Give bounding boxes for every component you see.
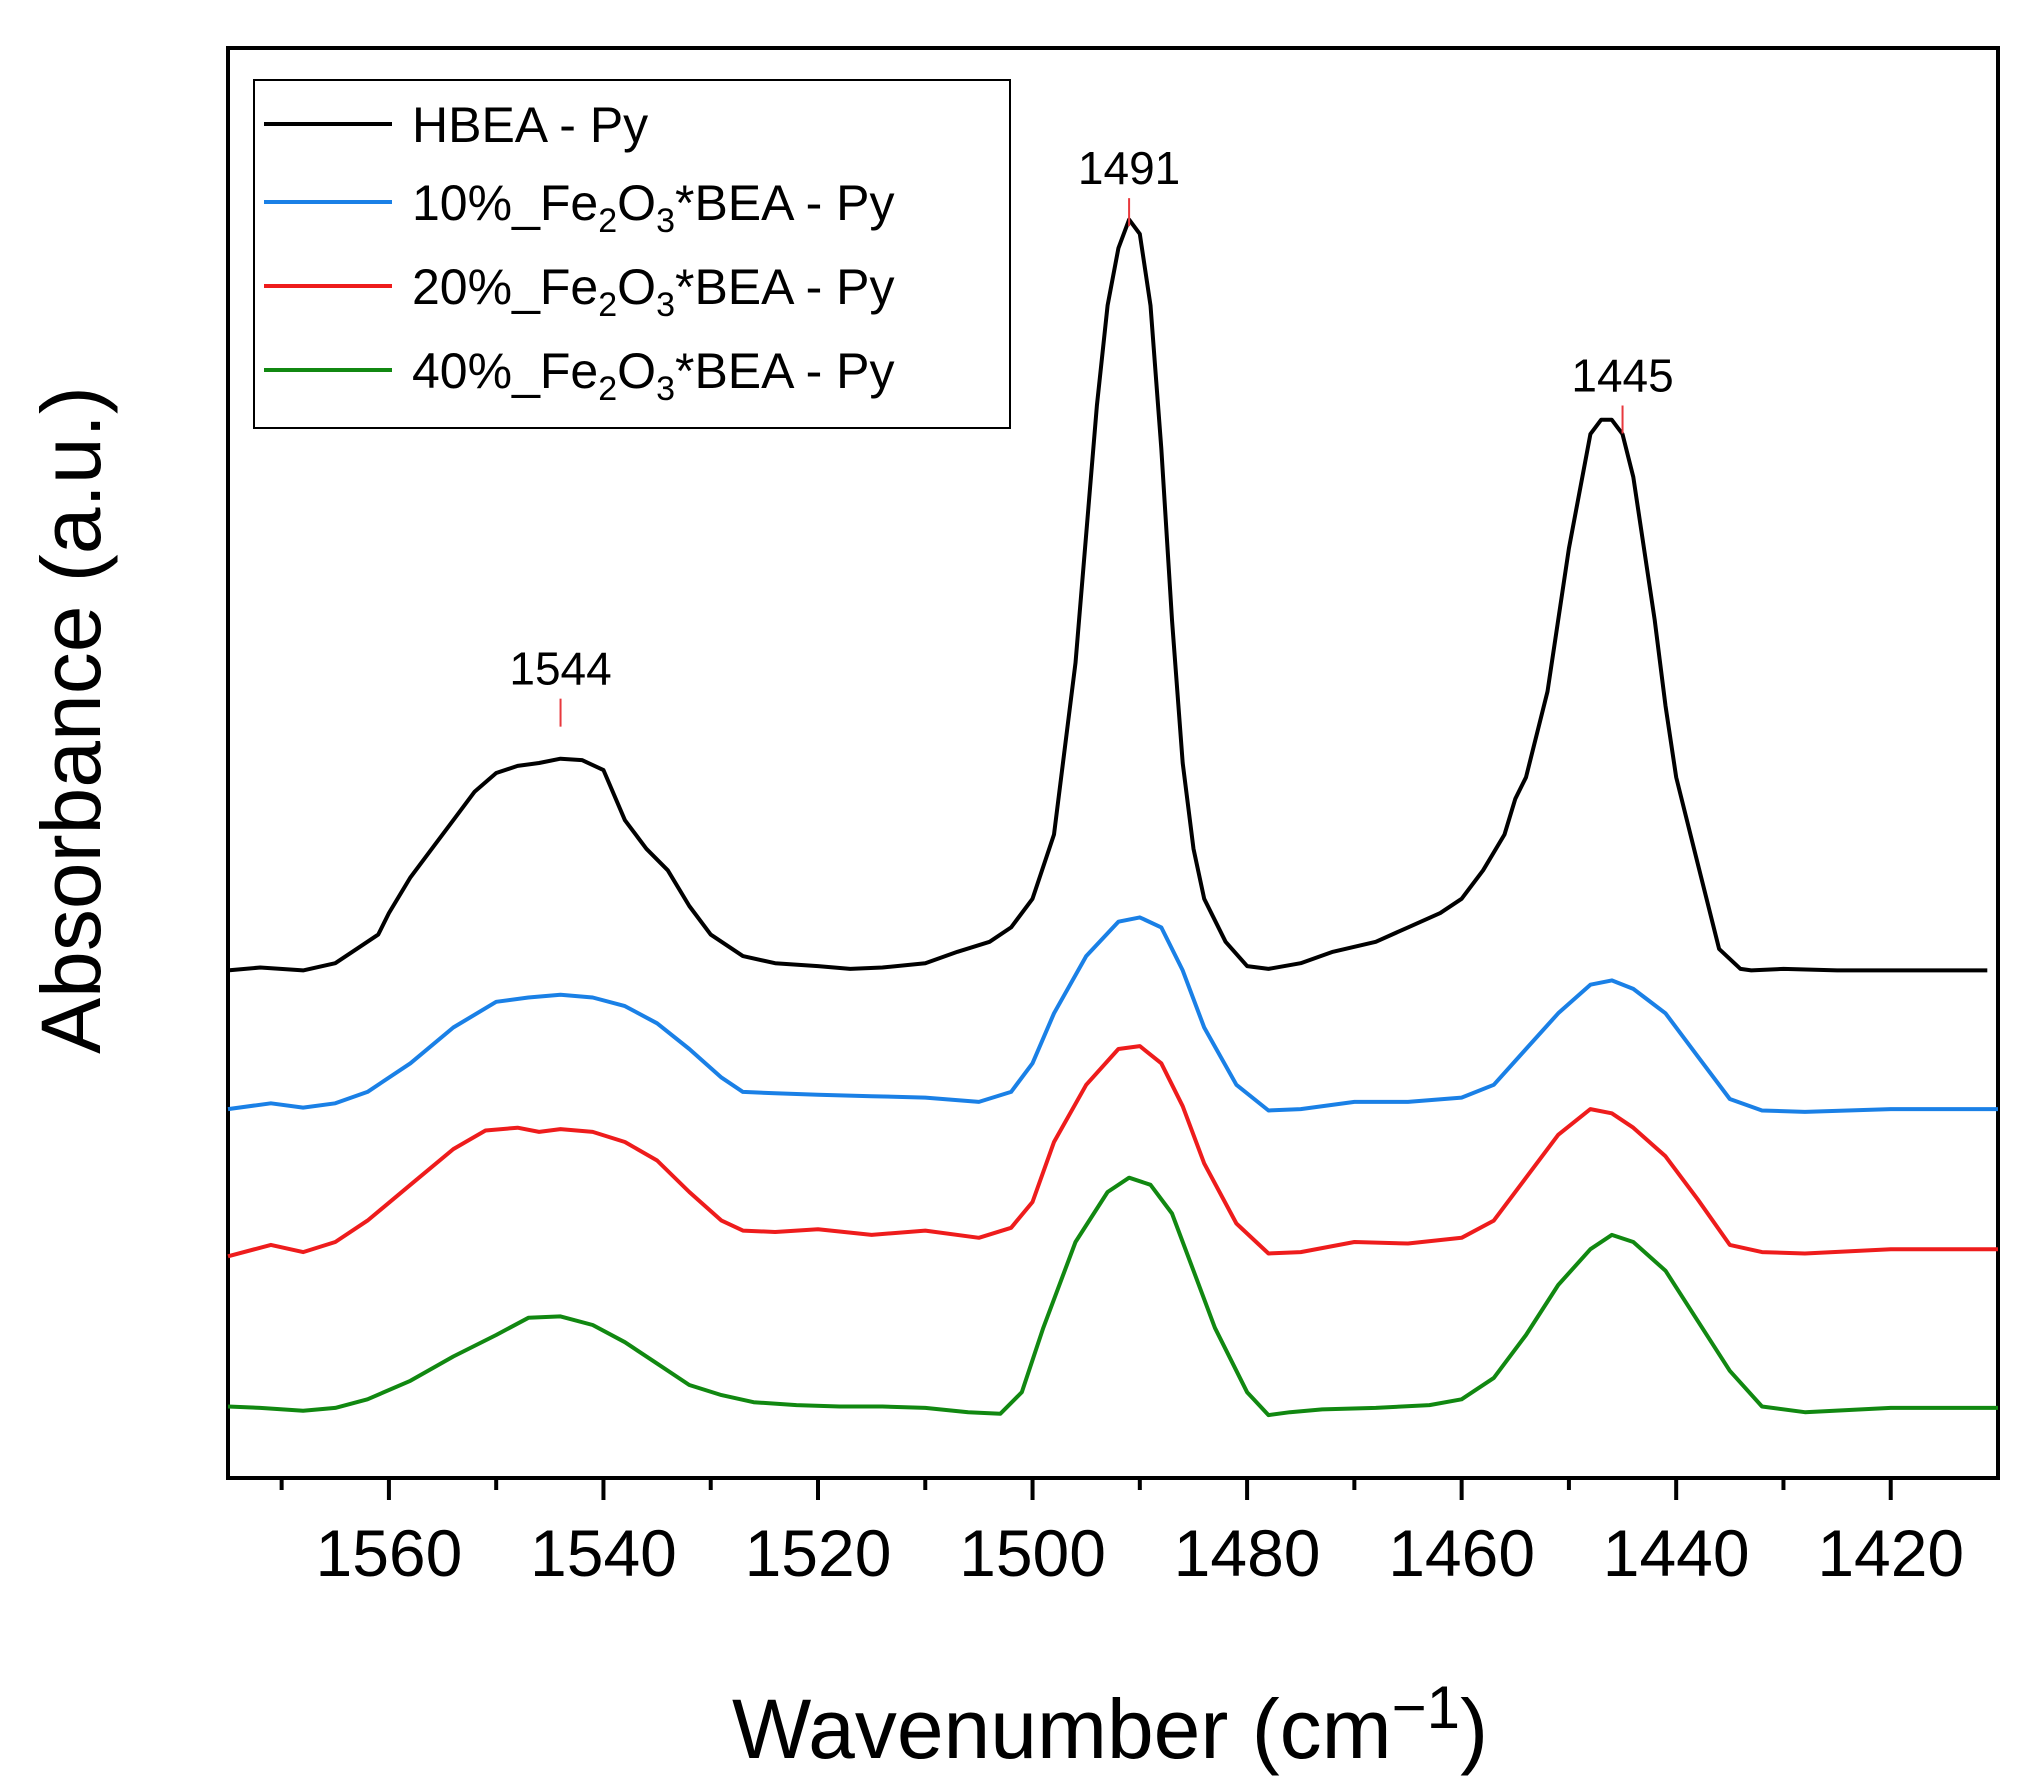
legend: HBEA - Py 10%_Fe2O3*BEA - Py 20%_Fe2O3*B…	[253, 79, 1011, 429]
x-tick-label: 1440	[1603, 1516, 1750, 1590]
peak-label: 1491	[1078, 142, 1180, 194]
series-line-10-fe2o3-bea-py	[227, 915, 1998, 1114]
x-axis-label-main: Wavenumber (cm	[732, 1682, 1392, 1776]
series-line-hbea-py	[227, 217, 1988, 973]
legend-item: HBEA - Py	[264, 97, 648, 153]
x-axis-label-suffix: )	[1460, 1682, 1488, 1776]
x-tick-label: 1500	[959, 1516, 1106, 1590]
x-tick-label: 1540	[530, 1516, 677, 1590]
x-tick-label: 1420	[1817, 1516, 1964, 1590]
legend-item: 20%_Fe2O3*BEA - Py	[264, 259, 895, 324]
x-axis-label: Wavenumber (cm−1)	[732, 1674, 1488, 1776]
legend-label: HBEA - Py	[412, 97, 648, 153]
legend-label: 40%_Fe2O3*BEA - Py	[412, 343, 895, 408]
peak-annotations: 1544 1491 1445	[509, 142, 1674, 727]
y-axis-label: Absorbance (a.u.)	[24, 386, 118, 1054]
legend-item: 10%_Fe2O3*BEA - Py	[264, 175, 895, 240]
x-axis-ticks: 1560 1540 1520 1500 1480 1460 1440 1420	[279, 1478, 1964, 1590]
x-tick-label: 1480	[1174, 1516, 1321, 1590]
series-line-20-fe2o3-bea-py	[227, 1044, 1998, 1259]
peak-label: 1544	[509, 643, 611, 695]
plot-frame	[226, 46, 2000, 1480]
legend-label: 20%_Fe2O3*BEA - Py	[412, 259, 895, 324]
peak-label: 1445	[1571, 350, 1673, 402]
x-tick-label: 1560	[315, 1516, 462, 1590]
x-axis-label-superscript: −1	[1392, 1674, 1460, 1741]
legend-item: 40%_Fe2O3*BEA - Py	[264, 343, 895, 408]
x-tick-label: 1460	[1388, 1516, 1535, 1590]
series-line-40-fe2o3-bea-py	[227, 1175, 1998, 1418]
plot-series	[227, 217, 1998, 1418]
x-tick-label: 1520	[745, 1516, 892, 1590]
legend-label: 10%_Fe2O3*BEA - Py	[412, 175, 895, 240]
